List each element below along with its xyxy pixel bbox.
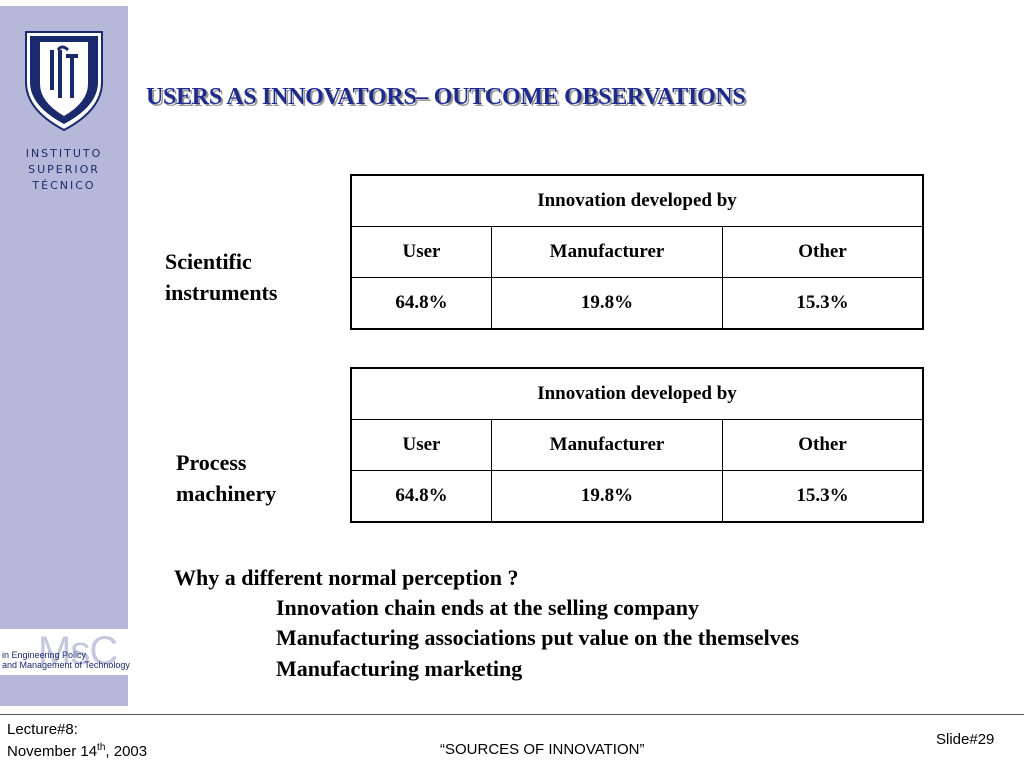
column-header-user: User [350,419,492,471]
column-header-other: Other [722,226,924,278]
slide-title: USERS AS INNOVATORS– OUTCOME OBSERVATION… [146,84,746,110]
label-line: machinery [176,481,277,506]
institute-name-line: SUPERIOR [28,163,100,176]
column-header-other: Other [722,419,924,471]
ist-shield-icon [25,31,103,132]
footer-topic: “SOURCES OF INNOVATION” [440,741,645,758]
footer-date: November 14th, 2003 [7,742,147,760]
table-label-scientific-instruments: Scientific instruments [165,246,277,308]
msc-logo-area [0,629,128,675]
table-header: Innovation developed by [350,367,924,420]
label-line: Scientific [165,249,252,274]
column-header-manufacturer: Manufacturer [491,419,723,471]
table-scientific-instruments: Innovation developed by User Manufacture… [350,174,924,330]
question-text: Why a different normal perception ? [174,565,519,590]
footer-slide-number: Slide#29 [936,731,995,748]
value-user: 64.8% [350,470,492,523]
msc-logo-text: MsC [38,629,118,673]
value-manufacturer: 19.8% [491,470,723,523]
institute-name-line: TÉCNICO [32,179,96,192]
value-manufacturer: 19.8% [491,277,723,330]
column-header-manufacturer: Manufacturer [491,226,723,278]
point-item: Innovation chain ends at the selling com… [276,595,699,620]
column-header-user: User [350,226,492,278]
value-other: 15.3% [722,470,924,523]
date-sup: th [97,742,106,753]
date-suffix: , 2003 [105,743,148,760]
point-item: Manufacturing marketing [276,656,523,681]
date-prefix: November 14 [7,743,98,760]
point-item: Manufacturing associations put value on … [276,625,800,650]
value-other: 15.3% [722,277,924,330]
table-header: Innovation developed by [350,174,924,227]
msc-subtitle-line: in Engineering Policy [2,650,87,660]
msc-subtitle-line: and Management of Technology [2,660,130,670]
value-user: 64.8% [350,277,492,330]
footer-lecture: Lecture#8: [7,721,78,738]
label-line: instruments [165,280,278,305]
table-label-process-machinery: Process machinery [176,447,276,509]
footer-divider [0,714,1024,715]
label-line: Process [176,450,247,475]
institute-name-line: INSTITUTO [25,147,103,160]
table-process-machinery: Innovation developed by User Manufacture… [350,367,924,523]
